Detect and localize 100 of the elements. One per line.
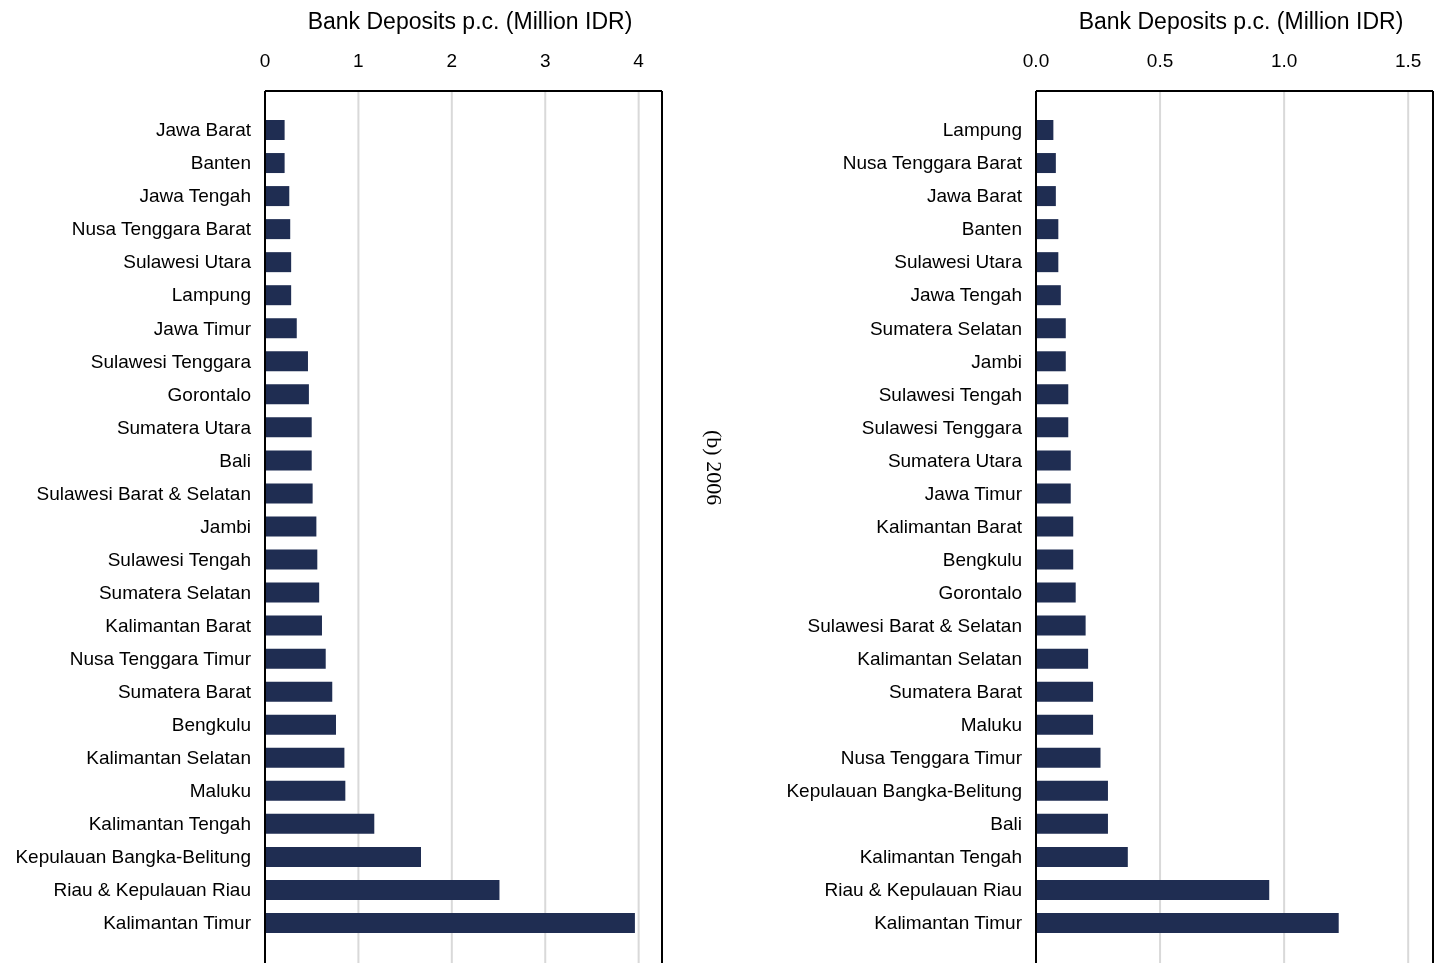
y-tick-label: Maluku xyxy=(960,713,1022,735)
y-tick-label: Gorontalo xyxy=(938,581,1022,603)
y-tick-label: Jambi xyxy=(971,350,1022,372)
bar xyxy=(1036,714,1094,735)
y-tick-label: Kalimantan Timur xyxy=(103,912,252,934)
bar xyxy=(1036,549,1074,570)
bar xyxy=(1036,153,1056,174)
y-tick-label: Sulawesi Tenggara xyxy=(861,416,1023,438)
bar xyxy=(265,879,500,900)
bar xyxy=(265,351,308,372)
y-tick-label: Jawa Timur xyxy=(924,482,1023,504)
bar xyxy=(1036,780,1108,801)
y-tick-label: Bengkulu xyxy=(171,713,251,735)
bar xyxy=(265,417,312,438)
bar xyxy=(265,285,292,306)
y-tick-label: Riau & Kepulauan Riau xyxy=(53,879,251,901)
y-tick-label: Nusa Tenggara Timur xyxy=(840,747,1023,769)
bar xyxy=(1036,483,1071,504)
x-tick-label: 4 xyxy=(633,50,645,71)
bar xyxy=(1036,351,1066,372)
x-tick-label: 1.0 xyxy=(1270,50,1298,71)
y-tick-label: Sumatera Utara xyxy=(116,416,252,438)
y-tick-label: Jambi xyxy=(200,515,251,537)
y-tick-label: Riau & Kepulauan Riau xyxy=(824,879,1022,901)
y-tick-label: Kalimantan Barat xyxy=(876,515,1023,537)
x-tick-label: 0.5 xyxy=(1146,50,1174,71)
y-tick-label: Kalimantan Timur xyxy=(874,912,1023,934)
bar xyxy=(1036,450,1071,471)
x-axis-title: Bank Deposits p.c. (Million IDR) xyxy=(1077,8,1405,35)
y-tick-label: Jawa Barat xyxy=(155,119,252,141)
y-tick-label: Nusa Tenggara Barat xyxy=(842,152,1023,174)
x-tick-label: 1.5 xyxy=(1394,50,1422,71)
y-tick-label: Sumatera Selatan xyxy=(869,317,1022,339)
bar xyxy=(265,846,421,867)
bar xyxy=(1036,681,1094,702)
bar xyxy=(265,681,333,702)
y-tick-label: Jawa Barat xyxy=(926,185,1023,207)
bar xyxy=(1036,615,1086,636)
y-tick-label: Sumatera Selatan xyxy=(98,581,251,603)
bar xyxy=(1036,747,1101,768)
bar xyxy=(1036,285,1061,306)
text: (b) 2006 xyxy=(701,430,727,506)
bar xyxy=(265,483,313,504)
y-tick-label: Kalimantan Tengah xyxy=(88,813,251,835)
bar xyxy=(1036,384,1069,405)
y-tick-label: Gorontalo xyxy=(167,383,251,405)
bar xyxy=(1036,516,1074,537)
bar xyxy=(265,384,309,405)
bar xyxy=(1036,582,1076,603)
y-tick-label: Jawa Tengah xyxy=(910,284,1022,306)
bar xyxy=(1036,120,1054,140)
x-tick-label: 2 xyxy=(446,50,458,71)
bar xyxy=(1036,846,1128,867)
bar xyxy=(1036,813,1108,834)
y-tick-label: Nusa Tenggara Barat xyxy=(71,218,252,240)
bar xyxy=(265,252,292,273)
y-tick-label: Sumatera Barat xyxy=(888,680,1023,702)
bar xyxy=(265,516,317,537)
bar xyxy=(1036,912,1339,933)
bar xyxy=(1036,318,1066,339)
y-tick-label: Kalimantan Tengah xyxy=(859,846,1022,868)
y-tick-label: Kalimantan Selatan xyxy=(857,647,1022,669)
bar xyxy=(265,714,336,735)
y-tick-label: Sumatera Utara xyxy=(887,449,1023,471)
y-tick-label: Jawa Tengah xyxy=(139,185,251,207)
y-tick-label: Nusa Tenggara Timur xyxy=(69,647,252,669)
bar xyxy=(265,648,326,669)
y-tick-label: Kalimantan Selatan xyxy=(86,747,251,769)
y-tick-label: Lampung xyxy=(171,284,251,306)
y-tick-label: Jawa Timur xyxy=(153,317,252,339)
x-tick-label: 0 xyxy=(259,50,271,71)
x-axis-title: Bank Deposits p.c. (Million IDR) xyxy=(306,8,634,35)
y-tick-label: Sulawesi Utara xyxy=(894,251,1023,273)
y-tick-label: Bali xyxy=(219,449,251,471)
bar xyxy=(265,912,635,933)
bar xyxy=(1036,252,1059,273)
bar xyxy=(265,219,291,240)
y-tick-label: Sulawesi Barat & Selatan xyxy=(36,482,251,504)
bar xyxy=(265,582,320,603)
bar xyxy=(1036,417,1069,438)
y-tick-label: Sulawesi Tengah xyxy=(107,548,251,570)
bar xyxy=(1036,219,1059,240)
y-tick-label: Banten xyxy=(190,152,251,174)
y-tick-label: Sumatera Barat xyxy=(117,680,252,702)
x-tick-label: 3 xyxy=(539,50,551,71)
bar xyxy=(1036,879,1270,900)
y-tick-label: Bali xyxy=(990,813,1022,835)
bar xyxy=(265,747,345,768)
y-tick-label: Kalimantan Barat xyxy=(105,614,252,636)
bar xyxy=(265,813,375,834)
y-tick-label: Bengkulu xyxy=(942,548,1022,570)
y-tick-label: Sulawesi Barat & Selatan xyxy=(807,614,1022,636)
y-tick-label: Kepulauan Bangka-Belitung xyxy=(786,780,1022,802)
x-tick-label: 1 xyxy=(353,50,364,71)
y-tick-label: Sulawesi Tengah xyxy=(878,383,1022,405)
bar xyxy=(1036,648,1089,669)
bar xyxy=(265,153,285,174)
bar xyxy=(265,186,290,207)
y-tick-label: Sulawesi Utara xyxy=(123,251,252,273)
bar xyxy=(265,318,297,339)
